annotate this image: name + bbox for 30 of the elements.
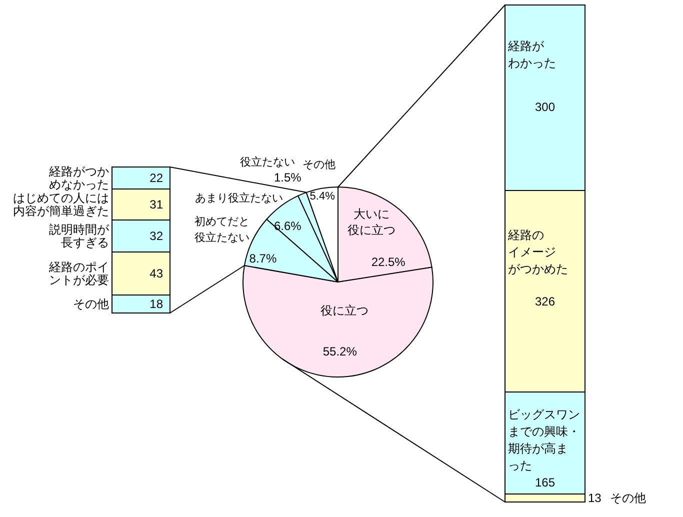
data-label: 326 <box>534 294 556 308</box>
series-label: 経路のポイントが必要 <box>48 260 109 287</box>
slice-label: 役立たない <box>240 155 296 168</box>
data-label: 6.6% <box>274 218 302 233</box>
data-label: 43 <box>150 266 164 280</box>
series-label: 経路がわかった <box>507 38 556 70</box>
series-label: はじめての人には内容が簡単過ぎた <box>13 191 109 218</box>
data-label: 165 <box>534 475 556 490</box>
data-label: 55.2% <box>322 344 358 358</box>
series-label: 説明時間が長すぎる <box>49 222 110 250</box>
series-label: 経路のイメージがつかめた <box>507 228 568 276</box>
slice-label: 初めてだと役立たない <box>194 214 250 244</box>
slice-label: あまり役立たない <box>194 191 283 204</box>
slice-label: その他 <box>302 159 336 172</box>
series-label: 経路がつかめなかった <box>48 164 109 192</box>
data-label: 13 <box>588 490 602 505</box>
data-label: 22 <box>150 171 164 185</box>
data-label: 18 <box>150 297 164 311</box>
series-label: ビッグスワンまでの興味・期待が高まった <box>508 407 580 472</box>
data-label: 300 <box>534 100 556 114</box>
slice-label: 役に立つ <box>320 304 369 318</box>
data-label: 22.5% <box>371 255 406 270</box>
data-label: 32 <box>150 229 164 243</box>
data-label: 1.5% <box>274 170 302 184</box>
data-label: 8.7% <box>249 251 277 266</box>
series-label: その他 <box>73 297 109 311</box>
data-label: 31 <box>150 198 164 212</box>
data-label: 5.4% <box>310 190 336 202</box>
text: その他 <box>610 490 646 505</box>
slice-label: 大いに役に立つ <box>347 207 396 238</box>
